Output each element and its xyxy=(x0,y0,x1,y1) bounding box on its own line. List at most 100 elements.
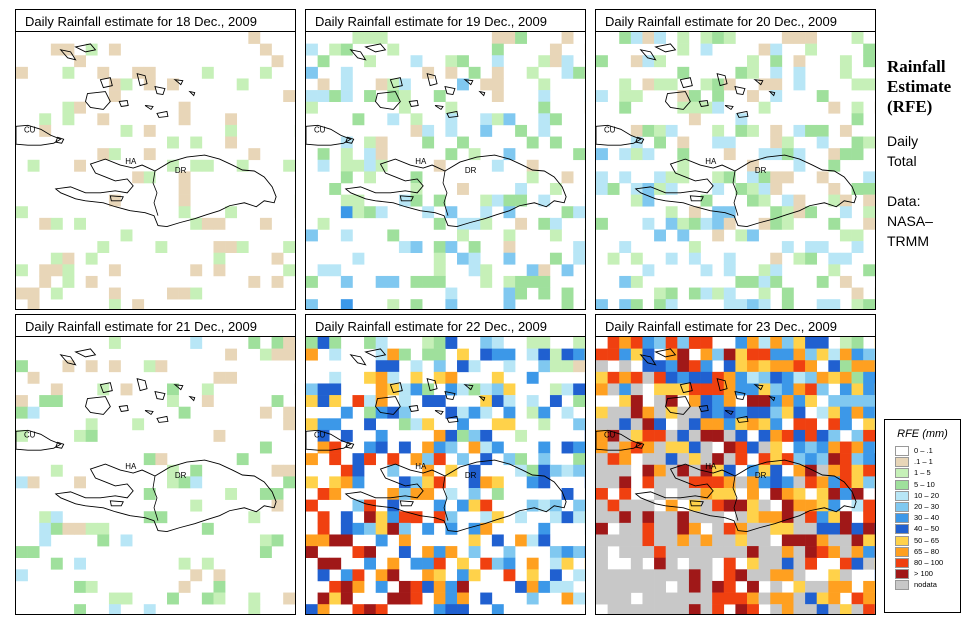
country-label-cu: CU xyxy=(314,430,326,439)
rainfall-cell xyxy=(573,464,585,477)
rainfall-cell xyxy=(16,264,28,277)
rainfall-cell xyxy=(747,592,759,605)
rainfall-cell xyxy=(747,476,759,489)
rainfall-cell xyxy=(503,299,516,309)
panel-title: Daily Rainfall estimate for 19 Dec., 200… xyxy=(305,9,586,32)
rainfall-cell xyxy=(770,171,783,184)
rainfall-cell xyxy=(491,395,504,407)
rainfall-cell xyxy=(781,337,794,349)
rainfall-cell xyxy=(654,171,666,184)
rainfall-cell xyxy=(781,32,794,44)
rainfall-cell xyxy=(758,499,771,512)
rainfall-cell xyxy=(770,592,783,605)
rainfall-cell xyxy=(387,453,400,466)
rainfall-cell xyxy=(596,499,608,512)
legend-swatch xyxy=(895,468,909,479)
rainfall-cell xyxy=(839,569,852,582)
rainfall-cell xyxy=(375,32,388,44)
rainfall-cell xyxy=(793,148,806,161)
rainfall-cell xyxy=(213,371,226,384)
rainfall-cell xyxy=(851,534,864,547)
rainfall-cell xyxy=(863,511,875,524)
rainfall-cell xyxy=(770,429,783,442)
rainfall-cell xyxy=(491,418,504,431)
rainfall-cell xyxy=(271,252,284,265)
rainfall-cell xyxy=(364,546,376,559)
rainfall-cell xyxy=(387,522,400,535)
rainfall-cell xyxy=(828,546,841,559)
rainfall-cell xyxy=(317,90,330,102)
rainfall-cell xyxy=(665,592,678,605)
rainfall-cell xyxy=(688,511,701,524)
rainfall-cell xyxy=(445,522,458,535)
rainfall-cell xyxy=(642,592,655,605)
rainfall-cell xyxy=(805,371,818,384)
rainfall-cells xyxy=(596,32,875,309)
rainfall-cell xyxy=(503,348,516,361)
rainfall-cell xyxy=(700,264,713,277)
rainfall-cell xyxy=(445,511,458,524)
rainfall-cell xyxy=(491,511,504,524)
rainfall-cell xyxy=(839,453,852,466)
rainfall-cell xyxy=(723,371,736,384)
rainfall-cell xyxy=(549,580,562,593)
rainfall-cell xyxy=(50,522,63,535)
rainfall-cell xyxy=(839,124,852,137)
rainfall-cell xyxy=(445,299,458,309)
country-label-cu: CU xyxy=(24,125,36,134)
coastline xyxy=(364,348,387,358)
rainfall-cell xyxy=(665,522,678,535)
rainfall-cell xyxy=(851,287,864,300)
rainfall-cell xyxy=(688,360,701,373)
rainfall-cell xyxy=(770,55,783,68)
rainfall-cell xyxy=(723,569,736,582)
rainfall-cell xyxy=(863,55,875,68)
rainfall-cell xyxy=(758,348,771,361)
rainfall-cell xyxy=(526,171,539,184)
rainfall-cell xyxy=(364,522,376,535)
rainfall-cell xyxy=(526,499,539,512)
rainfall-cell xyxy=(596,406,608,419)
rainfall-cell xyxy=(793,464,806,477)
rainfall-cell xyxy=(445,148,458,161)
rainfall-cell xyxy=(770,124,783,137)
rainfall-cell xyxy=(619,78,632,91)
rainfall-cell xyxy=(700,429,713,442)
rainfall-cell xyxy=(503,418,516,431)
rainfall-cell xyxy=(561,592,574,605)
rainfall-cell xyxy=(433,348,446,361)
rainfall-cell xyxy=(839,476,852,489)
rainfall-cell xyxy=(120,124,133,137)
rainfall-cell xyxy=(712,418,725,431)
rainfall-cell xyxy=(758,299,771,309)
rainfall-cell xyxy=(781,287,794,300)
rainfall-cell xyxy=(793,360,806,373)
rainfall-cell xyxy=(50,557,63,570)
rainfall-cell xyxy=(619,395,632,407)
coastline xyxy=(74,43,97,53)
rainfall-cell xyxy=(735,604,748,614)
rainfall-cell xyxy=(642,32,655,44)
rainfall-cell xyxy=(317,511,330,524)
panel-title: Daily Rainfall estimate for 20 Dec., 200… xyxy=(595,9,876,32)
rainfall-cell xyxy=(816,383,829,396)
rainfall-cell xyxy=(828,183,841,195)
rainfall-cell xyxy=(828,395,841,407)
rainfall-cell xyxy=(259,217,272,230)
rainfall-cell xyxy=(630,348,643,361)
rainfall-cell xyxy=(306,476,318,489)
rainfall-cell xyxy=(607,534,620,547)
rainfall-cell xyxy=(828,217,841,230)
rainfall-cell xyxy=(816,241,829,254)
rainfall-cell xyxy=(712,78,725,91)
rainfall-cell xyxy=(538,113,551,126)
coastline xyxy=(156,110,169,118)
rainfall-cell xyxy=(39,511,52,524)
rainfall-cell xyxy=(607,406,620,419)
rainfall-cell xyxy=(398,476,411,489)
rainfall-cell xyxy=(259,43,272,56)
rainfall-cell xyxy=(607,252,620,265)
rainfall-cell xyxy=(735,418,748,431)
rainfall-cell xyxy=(178,101,191,114)
rainfall-cell xyxy=(433,569,446,582)
